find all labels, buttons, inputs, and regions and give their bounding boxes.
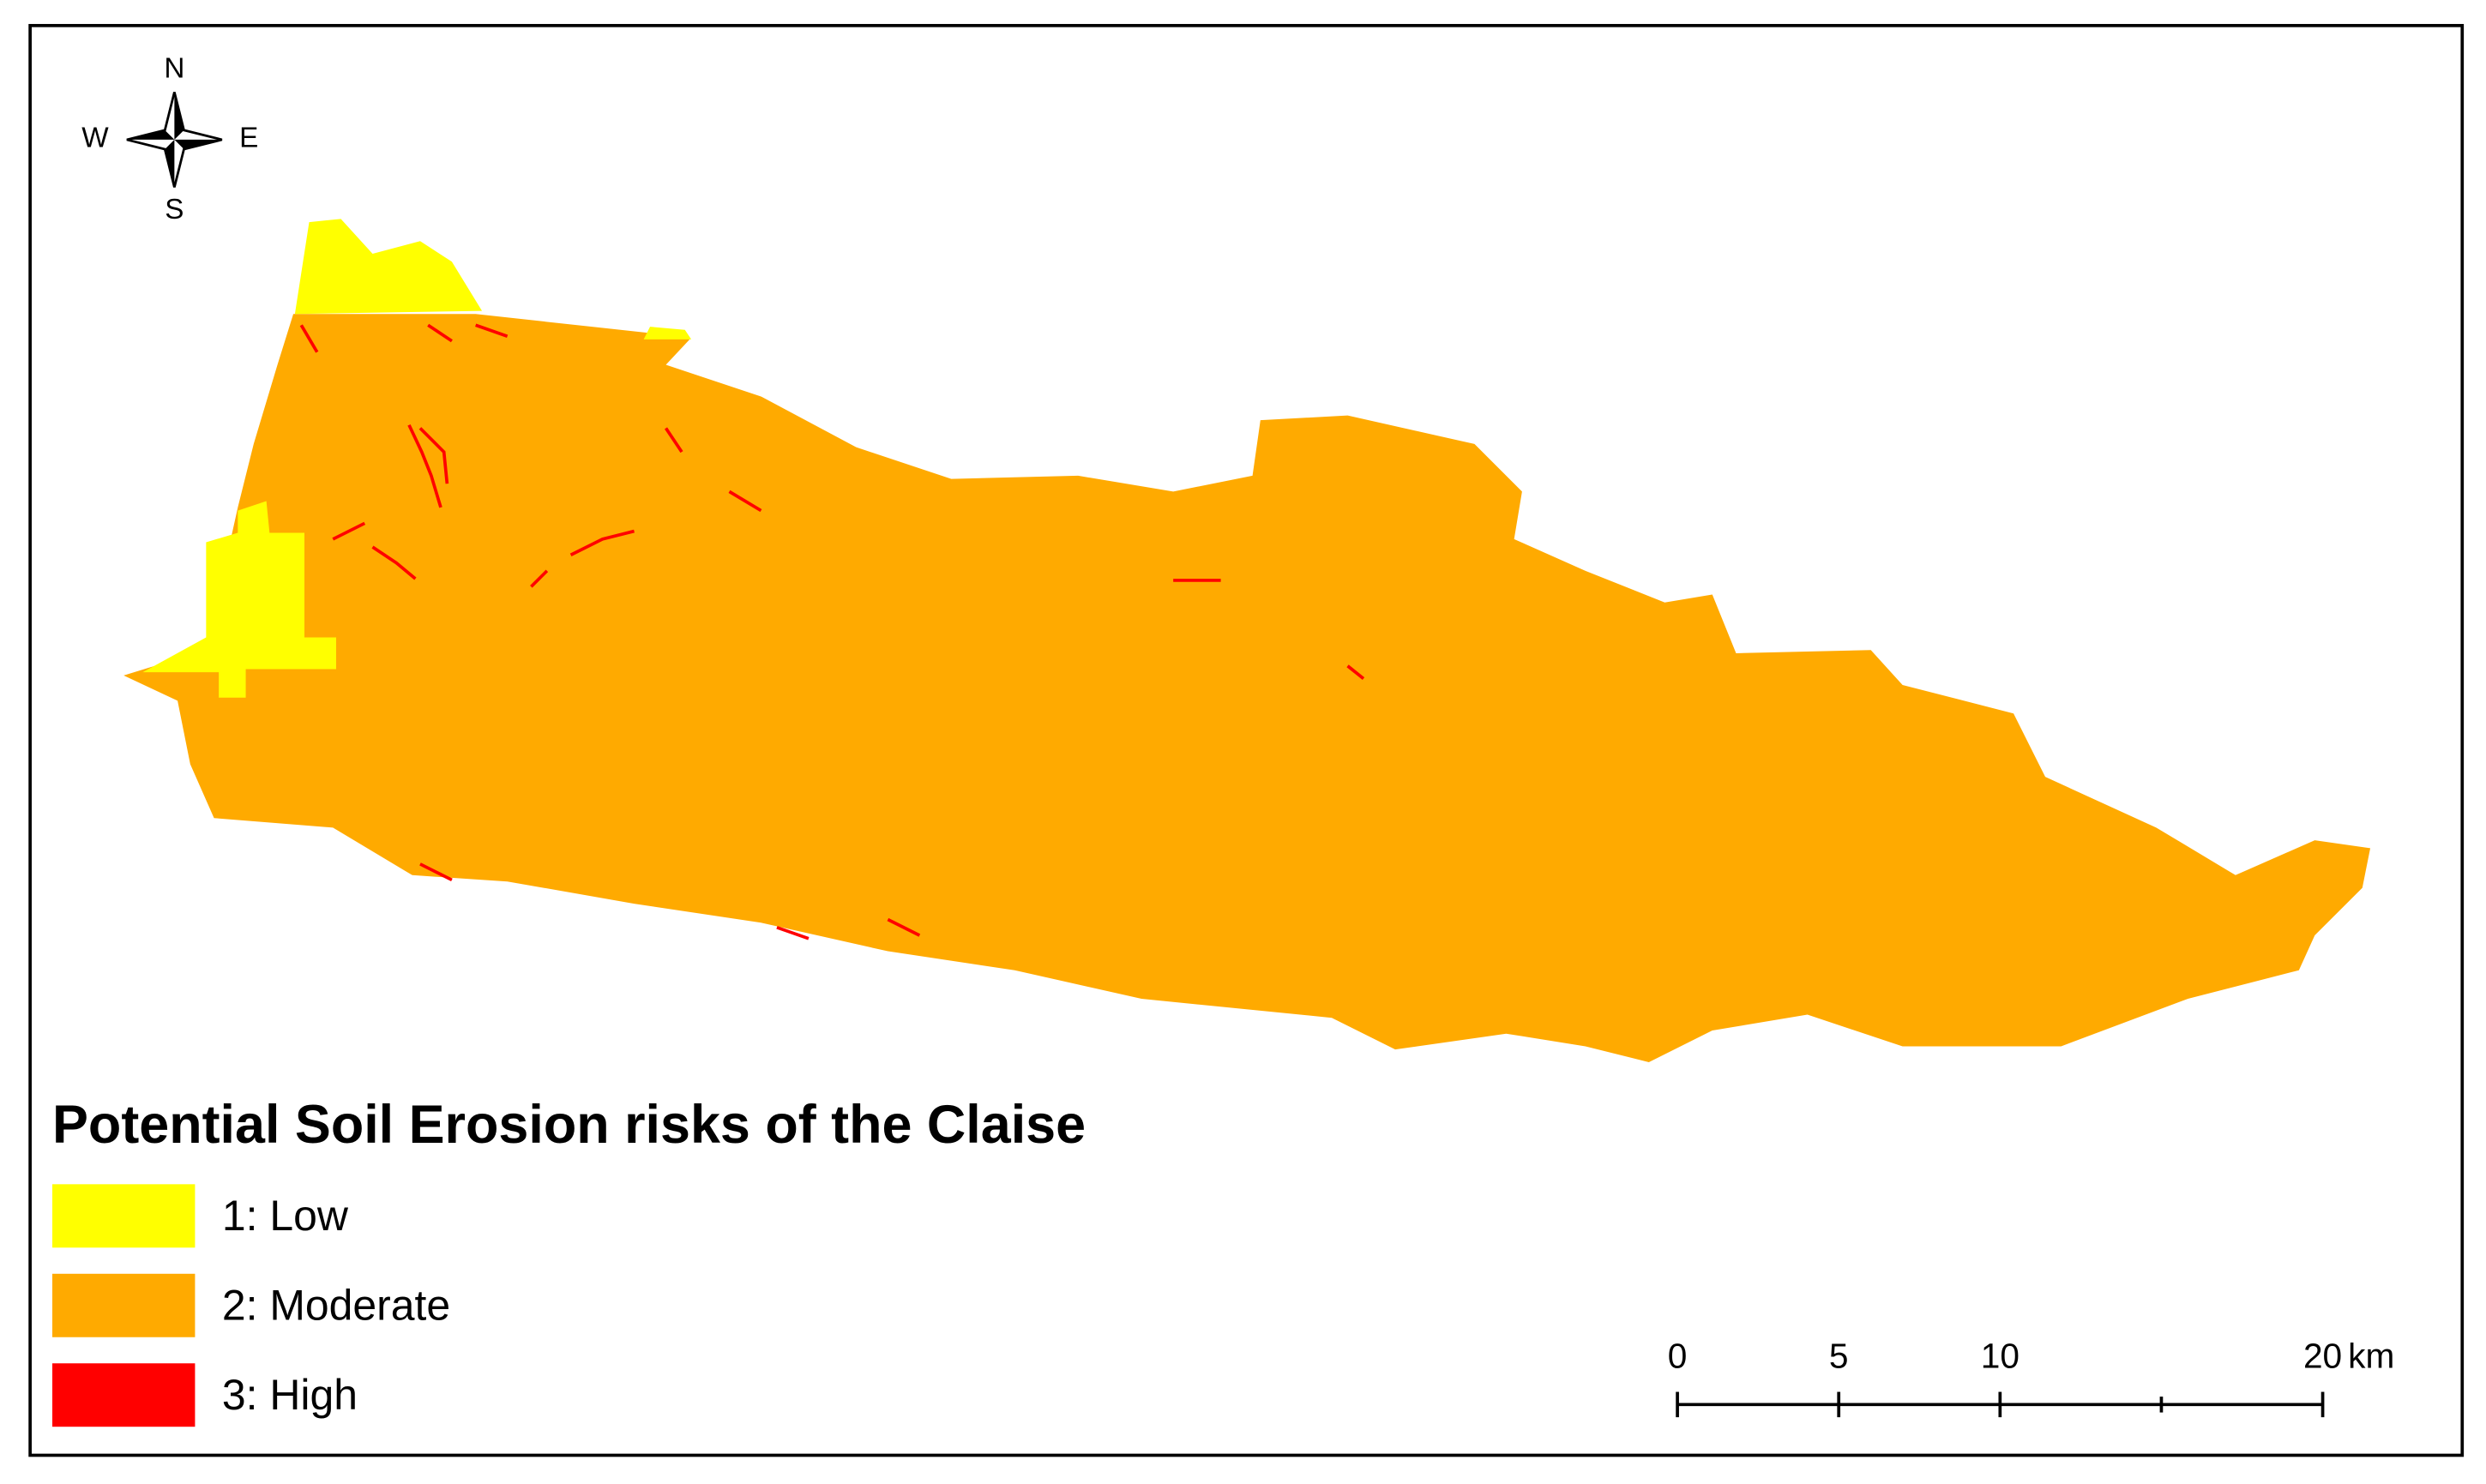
compass-s: S (165, 194, 184, 225)
legend-swatch (52, 1273, 196, 1337)
moderate-region (123, 314, 2371, 1062)
compass-shade (165, 139, 175, 188)
legend-title: Potential Soil Erosion risks of the Clai… (52, 1095, 1086, 1155)
high-streaks (299, 323, 1365, 940)
scale-tick-label: 10 (1981, 1336, 2019, 1375)
scale-tick-label: 5 (1829, 1336, 1849, 1375)
legend-label: 2: Moderate (222, 1282, 450, 1330)
map-regions (123, 219, 2371, 1062)
compass-shade (174, 92, 184, 140)
scale-unit: km (2348, 1336, 2394, 1375)
low-region (294, 219, 483, 315)
low-region (142, 501, 336, 698)
compass-n: N (164, 52, 184, 84)
scale-tick-label: 0 (1668, 1336, 1688, 1375)
north-arrow: N E S W (81, 52, 258, 225)
legend-swatch (52, 1184, 196, 1248)
compass-w: W (81, 123, 109, 154)
compass-shade (126, 129, 175, 140)
low-region (643, 327, 692, 339)
legend-label: 1: Low (222, 1192, 349, 1240)
compass-e: E (239, 123, 258, 154)
compass-shade (174, 139, 222, 150)
legend-swatch (52, 1363, 196, 1427)
frame (28, 23, 2465, 1457)
legend-label: 3: High (222, 1371, 358, 1419)
scale-tick-label: 20 (2303, 1336, 2342, 1375)
